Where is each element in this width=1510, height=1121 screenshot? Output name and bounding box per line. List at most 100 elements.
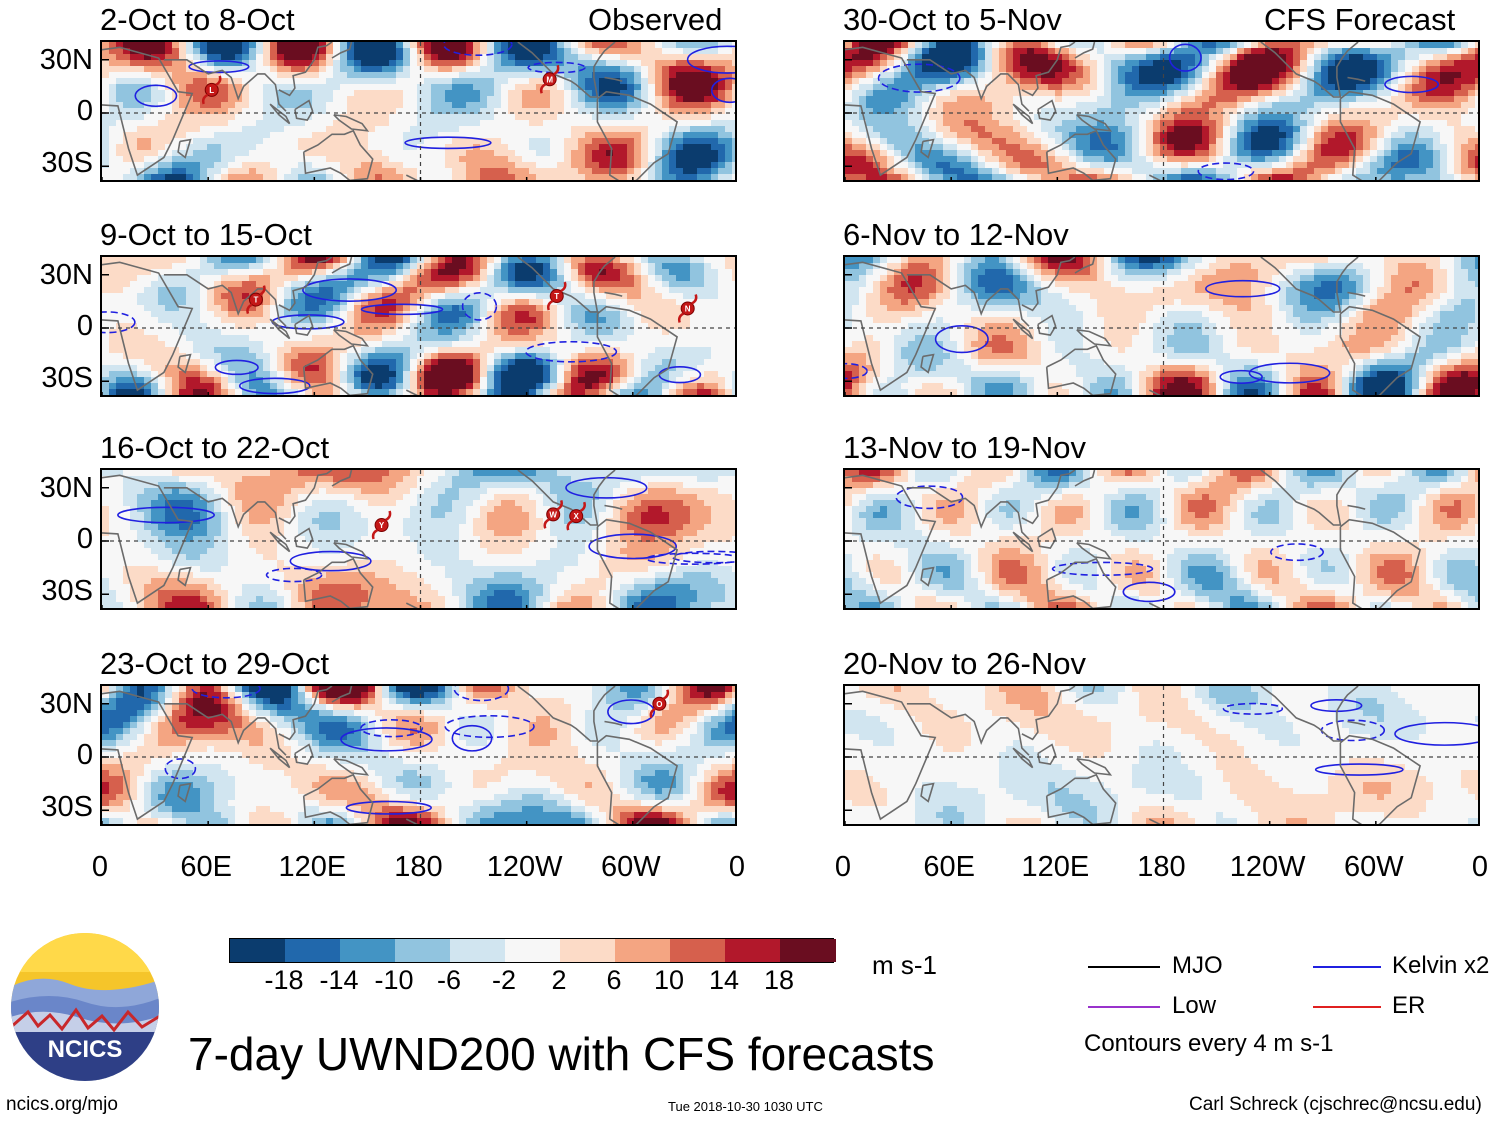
field-cell: [690, 470, 698, 477]
field-cell: [403, 84, 411, 91]
field-cell: [305, 494, 313, 501]
field-cell: [333, 365, 341, 372]
field-cell: [130, 42, 138, 49]
field-cell: [249, 78, 257, 85]
field-cell: [214, 156, 222, 163]
field-cell: [669, 54, 677, 61]
field-cell: [354, 78, 362, 85]
field-cell: [424, 132, 432, 139]
field-cell: [165, 299, 173, 306]
field-cell: [480, 281, 488, 288]
field-cell: [109, 42, 117, 49]
field-cell: [620, 72, 628, 79]
field-cell: [242, 287, 250, 294]
field-cell: [347, 311, 355, 318]
field-cell: [249, 138, 257, 145]
field-cell: [592, 174, 600, 180]
field-cell: [627, 114, 635, 121]
field-cell: [431, 341, 439, 348]
field-cell: [256, 383, 264, 390]
field-cell: [410, 353, 418, 360]
field-cell: [172, 72, 180, 79]
field-cell: [326, 377, 334, 384]
field-cell: [116, 371, 124, 378]
field-cell: [718, 84, 726, 91]
field-cell: [564, 377, 572, 384]
field-cell: [102, 293, 110, 300]
field-cell: [578, 174, 586, 180]
field-cell: [424, 371, 432, 378]
field-cell: [144, 42, 152, 49]
field-cell: [606, 488, 614, 495]
field-cell: [438, 96, 446, 103]
field-cell: [480, 482, 488, 489]
field-cell: [431, 90, 439, 97]
field-cell: [571, 114, 579, 121]
field-cell: [725, 476, 733, 483]
field-cell: [466, 377, 474, 384]
field-cell: [109, 174, 117, 180]
field-cell: [235, 323, 243, 330]
field-cell: [732, 347, 735, 354]
field-cell: [263, 114, 271, 121]
field-cell: [193, 299, 201, 306]
field-cell: [354, 108, 362, 115]
field-cell: [445, 120, 453, 127]
field-cell: [291, 102, 299, 109]
field-cell: [529, 275, 537, 282]
field-cell: [123, 60, 131, 67]
field-cell: [207, 476, 215, 483]
field-cell: [263, 470, 271, 477]
field-cell: [697, 114, 705, 121]
field-cell: [501, 371, 509, 378]
field-cell: [186, 42, 194, 49]
field-cell: [585, 174, 593, 180]
field-cell: [641, 347, 649, 354]
field-cell: [641, 299, 649, 306]
field-cell: [263, 102, 271, 109]
field-cell: [557, 335, 565, 342]
field-cell: [480, 138, 488, 145]
field-cell: [396, 144, 404, 151]
field-cell: [564, 144, 572, 151]
field-cell: [536, 335, 544, 342]
field-cell: [732, 66, 735, 73]
field-cell: [438, 353, 446, 360]
field-cell: [235, 383, 243, 390]
field-cell: [515, 263, 523, 270]
field-cell: [634, 156, 642, 163]
field-cell: [410, 48, 418, 55]
field-cell: [319, 323, 327, 330]
field-cell: [165, 126, 173, 133]
field-cell: [536, 138, 544, 145]
field-cell: [179, 42, 187, 49]
field-cell: [515, 174, 523, 180]
field-cell: [144, 96, 152, 103]
field-cell: [473, 96, 481, 103]
field-cell: [228, 180, 236, 182]
field-cell: [711, 78, 719, 85]
field-cell: [487, 84, 495, 91]
field-cell: [536, 377, 544, 384]
field-cell: [592, 132, 600, 139]
field-cell: [459, 138, 467, 145]
field-cell: [144, 293, 152, 300]
field-cell: [529, 263, 537, 270]
field-cell: [662, 341, 670, 348]
field-cell: [221, 48, 229, 55]
field-cell: [123, 126, 131, 133]
field-cell: [354, 293, 362, 300]
field-cell: [690, 317, 698, 324]
field-cell: [410, 144, 418, 151]
field-cell: [501, 162, 509, 169]
field-cell: [648, 66, 656, 73]
field-cell: [235, 347, 243, 354]
field-cell: [403, 395, 411, 397]
field-cell: [732, 494, 735, 501]
field-cell: [375, 102, 383, 109]
field-cell: [606, 395, 614, 397]
field-cell: [277, 281, 285, 288]
field-cell: [382, 494, 390, 501]
field-cell: [508, 275, 516, 282]
field-cell: [424, 287, 432, 294]
